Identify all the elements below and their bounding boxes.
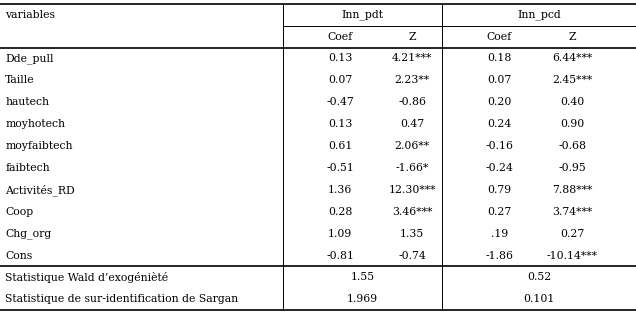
Text: faibtech: faibtech	[5, 163, 50, 173]
Text: -0.47: -0.47	[326, 97, 354, 107]
Text: Activités_RD: Activités_RD	[5, 184, 75, 196]
Text: Coef: Coef	[487, 32, 512, 41]
Text: 0.47: 0.47	[400, 119, 424, 129]
Text: .19: .19	[490, 229, 508, 239]
Text: 3.74***: 3.74***	[552, 207, 593, 217]
Text: 0.13: 0.13	[328, 119, 352, 129]
Text: 0.40: 0.40	[560, 97, 584, 107]
Text: 0.79: 0.79	[487, 185, 511, 195]
Text: -0.86: -0.86	[398, 97, 426, 107]
Text: 1.55: 1.55	[350, 273, 375, 282]
Text: Inn_pdt: Inn_pdt	[342, 9, 384, 20]
Text: 0.52: 0.52	[527, 273, 551, 282]
Text: 0.28: 0.28	[328, 207, 352, 217]
Text: 7.88***: 7.88***	[552, 185, 593, 195]
Text: Z: Z	[408, 32, 416, 41]
Text: -0.24: -0.24	[485, 163, 513, 173]
Text: 0.24: 0.24	[487, 119, 511, 129]
Text: -1.66*: -1.66*	[396, 163, 429, 173]
Text: moyhotech: moyhotech	[5, 119, 65, 129]
Text: Inn_pcd: Inn_pcd	[517, 9, 561, 20]
Text: hautech: hautech	[5, 97, 49, 107]
Text: Statistique de sur-identification de Sargan: Statistique de sur-identification de Sar…	[5, 294, 238, 304]
Text: 0.27: 0.27	[560, 229, 584, 239]
Text: 2.45***: 2.45***	[552, 75, 593, 85]
Text: 1.36: 1.36	[328, 185, 352, 195]
Text: 6.44***: 6.44***	[552, 53, 593, 63]
Text: 0.07: 0.07	[328, 75, 352, 85]
Text: Coef: Coef	[328, 32, 353, 41]
Text: 1.969: 1.969	[347, 294, 378, 304]
Text: -10.14***: -10.14***	[547, 251, 598, 261]
Text: Dde_pull: Dde_pull	[5, 53, 53, 64]
Text: -0.81: -0.81	[326, 251, 354, 261]
Text: 0.61: 0.61	[328, 141, 352, 151]
Text: -0.16: -0.16	[485, 141, 513, 151]
Text: 3.46***: 3.46***	[392, 207, 432, 217]
Text: 0.101: 0.101	[523, 294, 555, 304]
Text: Taille: Taille	[5, 75, 35, 85]
Text: variables: variables	[5, 10, 55, 20]
Text: -0.51: -0.51	[326, 163, 354, 173]
Text: Statistique Wald d’exogénièté: Statistique Wald d’exogénièté	[5, 272, 168, 283]
Text: 0.27: 0.27	[487, 207, 511, 217]
Text: 0.18: 0.18	[487, 53, 511, 63]
Text: Chg_org: Chg_org	[5, 228, 52, 239]
Text: 0.13: 0.13	[328, 53, 352, 63]
Text: -0.68: -0.68	[558, 141, 586, 151]
Text: 1.35: 1.35	[400, 229, 424, 239]
Text: 2.23**: 2.23**	[394, 75, 430, 85]
Text: moyfaibtech: moyfaibtech	[5, 141, 73, 151]
Text: Coop: Coop	[5, 207, 33, 217]
Text: 0.20: 0.20	[487, 97, 511, 107]
Text: 0.07: 0.07	[487, 75, 511, 85]
Text: -1.86: -1.86	[485, 251, 513, 261]
Text: 0.90: 0.90	[560, 119, 584, 129]
Text: -0.95: -0.95	[558, 163, 586, 173]
Text: 1.09: 1.09	[328, 229, 352, 239]
Text: 4.21***: 4.21***	[392, 53, 432, 63]
Text: -0.74: -0.74	[398, 251, 426, 261]
Text: 12.30***: 12.30***	[389, 185, 436, 195]
Text: Z: Z	[569, 32, 576, 41]
Text: Cons: Cons	[5, 251, 32, 261]
Text: 2.06**: 2.06**	[394, 141, 430, 151]
